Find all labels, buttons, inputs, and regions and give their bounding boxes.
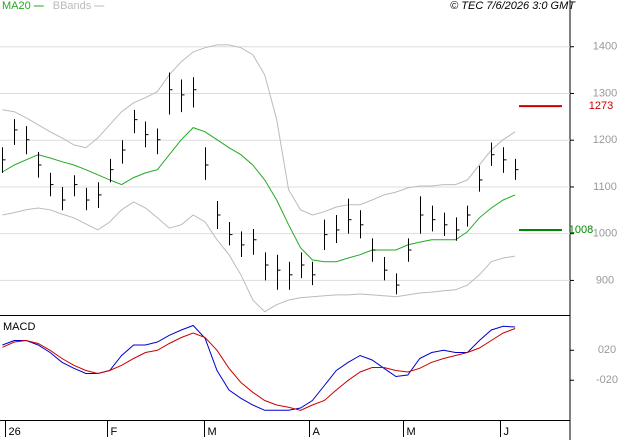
ma-line	[2, 127, 516, 263]
y-tick-label: 1100	[593, 181, 617, 193]
x-tick-label: F	[111, 426, 118, 438]
legend-label: BBands	[53, 0, 92, 12]
band-line	[2, 201, 516, 313]
legend-label: MA20	[2, 0, 31, 12]
macd-line	[2, 324, 516, 411]
x-tick-label: M	[208, 426, 217, 438]
x-tick-label: J	[504, 426, 510, 438]
x-tick-label: M	[407, 426, 416, 438]
y-tick-label: 020	[598, 344, 616, 356]
macd-line	[2, 328, 516, 411]
x-tick-label: A	[313, 426, 321, 438]
y-tick-label: 1300	[593, 87, 617, 99]
credit: © TEC 7/6/2026 3:0 GMT	[450, 0, 576, 12]
level-label: 1008	[569, 224, 593, 236]
y-tick-label: 900	[596, 274, 614, 286]
y-tick-label: 1200	[593, 134, 617, 146]
band-line	[2, 44, 516, 216]
level-label: 1273	[589, 100, 613, 112]
panel-title: MACD	[3, 321, 35, 333]
y-tick-label: -020	[596, 374, 618, 386]
x-tick-label: 26	[9, 426, 21, 438]
y-tick-label: 1000	[593, 228, 617, 240]
y-tick-label: 1400	[593, 41, 617, 53]
